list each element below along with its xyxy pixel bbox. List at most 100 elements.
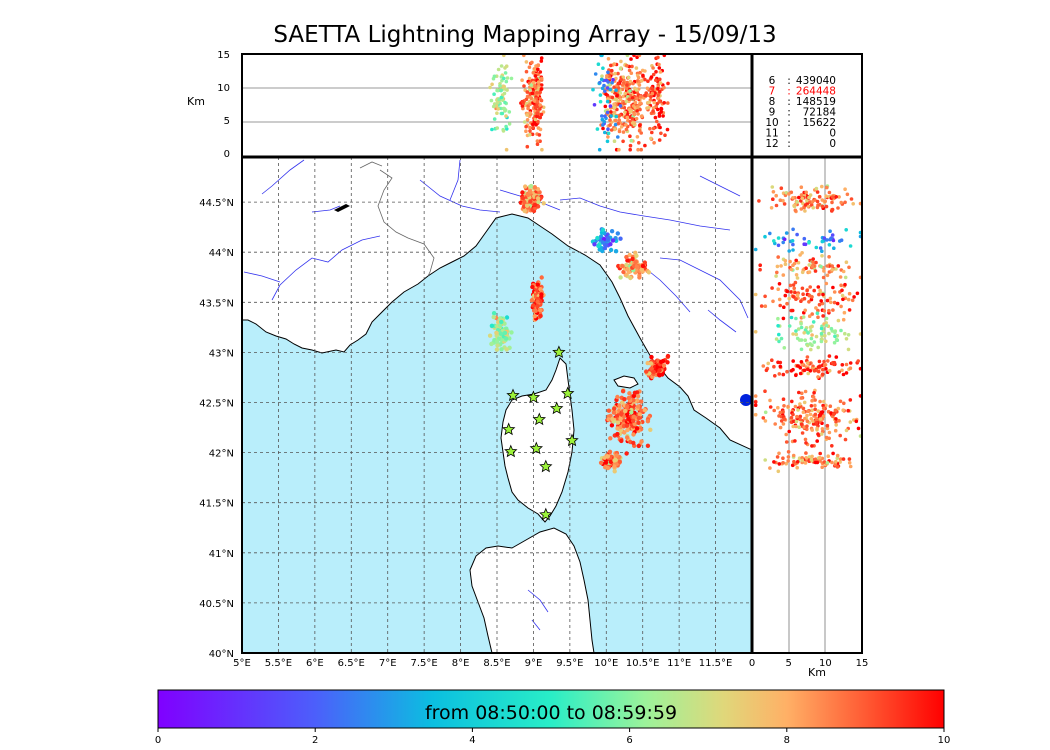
altitude-flash-point (651, 109, 655, 113)
side-flash-point (810, 200, 815, 204)
side-flash-point (805, 424, 809, 429)
altitude-flash-point (641, 73, 645, 78)
side-flash-point (802, 425, 806, 429)
side-flash-point (822, 269, 826, 273)
count-value: 72184 (803, 107, 837, 119)
altitude-flash-point (614, 88, 618, 92)
side-flash-point (783, 262, 788, 267)
side-flash-point (786, 455, 791, 459)
side-flash-point (841, 269, 846, 274)
count-separator: : (787, 75, 791, 87)
flash-point (523, 184, 528, 189)
side-flash-point (825, 423, 830, 428)
side-tick-label: 10 (819, 658, 832, 669)
altitude-flash-point (504, 114, 508, 118)
side-flash-point (818, 246, 823, 250)
side-flash-point (842, 310, 847, 315)
altitude-flash-point (606, 57, 611, 61)
side-flash-point (824, 316, 829, 321)
station-marker (506, 388, 520, 402)
altitude-flash-point (504, 124, 508, 129)
altitude-flash-point (596, 62, 601, 66)
altitude-flash-point (607, 83, 611, 87)
side-flash-point (763, 410, 768, 415)
altitude-flash-point (613, 118, 618, 123)
side-flash-point (821, 314, 825, 318)
side-flash-point (791, 242, 795, 247)
count-label: 8 (769, 96, 776, 108)
altitude-flash-point (529, 96, 534, 101)
side-flash-point (778, 425, 783, 430)
side-flash-point (777, 332, 781, 337)
side-flash-point (794, 419, 799, 424)
side-flash-point (848, 361, 853, 365)
side-axis-label: Km (808, 666, 826, 679)
flash-point (489, 341, 494, 347)
altitude-flash-point (637, 141, 641, 145)
side-flash-point (822, 460, 827, 464)
flash-point (631, 440, 636, 446)
side-flash-point (794, 373, 798, 378)
flash-point (635, 404, 641, 409)
altitude-flash-point (526, 106, 530, 111)
side-flash-point (818, 417, 823, 421)
side-flash-point (838, 399, 843, 404)
side-flash-point (785, 301, 789, 306)
side-flash-point (800, 456, 804, 460)
side-flash-point (834, 337, 839, 342)
side-flash-point (809, 203, 814, 207)
side-flash-point (794, 316, 798, 321)
side-flash-point (856, 359, 860, 363)
side-flash-point (832, 340, 837, 345)
altitude-flash-point (535, 114, 539, 119)
side-flash-point (824, 339, 828, 344)
side-flash-point (849, 197, 854, 201)
side-flash-point (852, 295, 856, 299)
side-flash-point (800, 458, 805, 463)
count-value: 264448 (796, 86, 836, 98)
altitude-flash-point (618, 104, 623, 108)
flash-point (608, 436, 613, 441)
side-flash-point (811, 260, 815, 264)
altitude-flash-point (640, 68, 645, 73)
side-flash-point (793, 290, 797, 295)
side-flash-point (833, 428, 838, 433)
flash-point (620, 389, 626, 394)
side-flash-point (814, 186, 819, 191)
altitude-flash-point (598, 99, 603, 104)
altitude-flash-point (593, 72, 598, 76)
side-flash-point (816, 369, 821, 374)
altitude-flash-point (666, 101, 670, 105)
altitude-flash-point (647, 100, 652, 105)
altitude-flash-point (527, 76, 532, 81)
side-flash-point (824, 367, 828, 371)
flash-point (532, 185, 538, 190)
side-flash-point (790, 308, 795, 313)
altitude-flash-point (608, 87, 612, 92)
altitude-flash-point (603, 89, 607, 93)
altitude-flash-point (495, 126, 500, 130)
side-flash-point (820, 410, 825, 414)
side-flash-point (753, 292, 758, 297)
altitude-flash-point (538, 103, 542, 107)
flash-point (607, 449, 613, 454)
side-flash-point (773, 374, 777, 378)
side-flash-point (821, 414, 826, 418)
side-flash-point (816, 409, 820, 413)
altitude-flash-point (619, 125, 624, 129)
side-flash-point (819, 264, 823, 269)
side-flash-point (843, 437, 848, 442)
side-flash-point (830, 233, 835, 237)
station-marker (529, 441, 543, 455)
side-flash-point (832, 290, 837, 294)
side-flash-point (775, 264, 780, 269)
side-flash-point (770, 185, 775, 189)
altitude-flash-point (536, 80, 541, 84)
side-flash-point (771, 299, 775, 304)
altitude-flash-point (615, 107, 619, 112)
altitude-flash-point (624, 86, 629, 91)
altitude-flash-point (617, 147, 621, 152)
side-flash-point (816, 315, 820, 320)
flash-point (621, 269, 626, 275)
side-flash-point (810, 333, 814, 337)
